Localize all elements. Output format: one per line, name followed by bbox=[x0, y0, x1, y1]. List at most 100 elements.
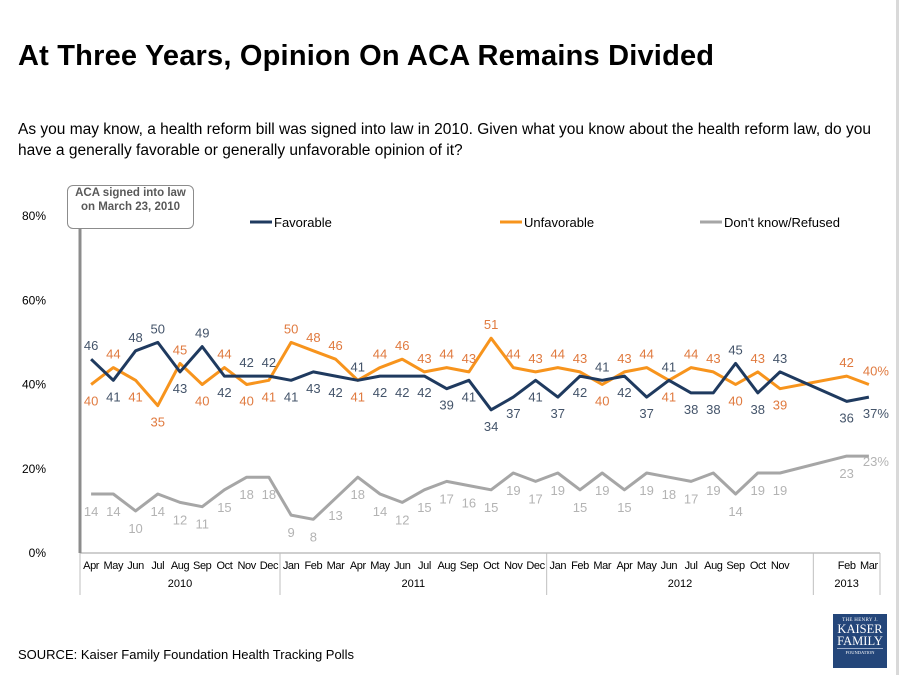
data-label: 23 bbox=[839, 466, 853, 481]
kff-logo: THE HENRY J. KAISER FAMILY FOUNDATION bbox=[833, 614, 887, 668]
data-label: 42 bbox=[373, 385, 387, 400]
data-label: 40 bbox=[728, 394, 742, 409]
data-label: 19 bbox=[551, 483, 565, 498]
data-label: 42 bbox=[239, 355, 253, 370]
data-label: 44 bbox=[551, 347, 565, 362]
data-label: 18 bbox=[351, 487, 365, 502]
x-tick-label: Jan bbox=[283, 560, 300, 572]
data-label: 42 bbox=[262, 355, 276, 370]
year-label: 2010 bbox=[168, 578, 192, 590]
data-label: 44 bbox=[684, 347, 698, 362]
data-label: 17 bbox=[439, 491, 453, 506]
data-label: 45 bbox=[728, 342, 742, 357]
data-label: 10 bbox=[128, 521, 142, 536]
data-label: 40 bbox=[84, 394, 98, 409]
x-tick-label: Aug bbox=[437, 560, 456, 572]
aca-signed-callout: ACA signed into law on March 23, 2010 bbox=[67, 185, 194, 229]
data-label: 43 bbox=[462, 351, 476, 366]
x-tick-label: Sep bbox=[193, 560, 212, 572]
data-label: 37 bbox=[639, 406, 653, 421]
x-tick-label: Feb bbox=[838, 560, 856, 572]
data-label: 14 bbox=[373, 504, 387, 519]
data-label: 37% bbox=[863, 406, 889, 421]
x-tick-label: Sep bbox=[726, 560, 745, 572]
data-label: 8 bbox=[310, 529, 317, 544]
x-tick-label: Sep bbox=[460, 560, 479, 572]
data-label: 40 bbox=[595, 394, 609, 409]
data-label: 19 bbox=[706, 483, 720, 498]
page-title: At Three Years, Opinion On ACA Remains D… bbox=[18, 40, 715, 72]
data-label: 14 bbox=[151, 504, 165, 519]
data-label: 44 bbox=[506, 347, 520, 362]
y-tick-label: 40% bbox=[22, 378, 46, 392]
data-label: 11 bbox=[195, 517, 209, 532]
x-tick-label: Nov bbox=[771, 560, 790, 572]
data-label: 39 bbox=[439, 398, 453, 413]
year-label: 2012 bbox=[668, 578, 692, 590]
data-label: 44 bbox=[373, 347, 387, 362]
x-tick-label: Aug bbox=[704, 560, 723, 572]
data-label: 41 bbox=[462, 389, 476, 404]
series-line-don-t-know-refused bbox=[91, 454, 869, 521]
x-tick-label: Jan bbox=[550, 560, 567, 572]
year-label: 2013 bbox=[834, 578, 858, 590]
x-tick-label: Jun bbox=[394, 560, 411, 572]
x-tick-label: Apr bbox=[616, 560, 633, 572]
data-label: 41 bbox=[128, 389, 142, 404]
data-label: 44 bbox=[106, 347, 120, 362]
data-label: 46 bbox=[328, 338, 342, 353]
y-tick-label: 60% bbox=[22, 293, 46, 307]
legend-label: Favorable bbox=[274, 215, 332, 230]
data-label: 49 bbox=[195, 326, 209, 341]
x-tick-label: Nov bbox=[504, 560, 523, 572]
data-label: 15 bbox=[417, 500, 431, 515]
data-label: 37 bbox=[551, 406, 565, 421]
data-label: 43 bbox=[173, 381, 187, 396]
data-label: 48 bbox=[128, 330, 142, 345]
data-label: 41 bbox=[662, 389, 676, 404]
x-tick-label: Feb bbox=[571, 560, 589, 572]
data-label: 46 bbox=[395, 338, 409, 353]
data-label: 19 bbox=[506, 483, 520, 498]
data-label: 19 bbox=[751, 483, 765, 498]
data-label: 40 bbox=[195, 394, 209, 409]
data-label: 50 bbox=[151, 321, 165, 336]
series-line-unfavorable bbox=[90, 336, 870, 408]
data-label: 41 bbox=[351, 389, 365, 404]
data-label: 41 bbox=[662, 359, 676, 374]
y-tick-label: 80% bbox=[22, 209, 46, 223]
x-tick-label: Apr bbox=[350, 560, 367, 572]
data-label: 41 bbox=[351, 359, 365, 374]
data-label: 14 bbox=[106, 504, 120, 519]
data-label: 41 bbox=[106, 389, 120, 404]
data-label: 42 bbox=[617, 385, 631, 400]
logo-line: FAMILY bbox=[837, 634, 883, 648]
data-label: 50 bbox=[284, 321, 298, 336]
data-label: 15 bbox=[617, 500, 631, 515]
data-label: 15 bbox=[484, 500, 498, 515]
data-label: 41 bbox=[284, 389, 298, 404]
data-label: 45 bbox=[173, 342, 187, 357]
data-label: 43 bbox=[751, 351, 765, 366]
x-tick-label: May bbox=[104, 560, 124, 572]
series-line-favorable bbox=[90, 340, 870, 412]
data-label: 42 bbox=[217, 385, 231, 400]
x-tick-label: Mar bbox=[327, 560, 345, 572]
x-tick-label: Oct bbox=[216, 560, 232, 572]
data-label: 43 bbox=[306, 381, 320, 396]
data-label: 44 bbox=[217, 347, 231, 362]
data-label: 14 bbox=[728, 504, 742, 519]
data-label: 36 bbox=[839, 410, 853, 425]
data-label: 46 bbox=[84, 338, 98, 353]
x-tick-label: May bbox=[370, 560, 390, 572]
data-label: 41 bbox=[528, 389, 542, 404]
data-label: 41 bbox=[595, 359, 609, 374]
x-tick-label: Oct bbox=[750, 560, 766, 572]
data-label: 12 bbox=[395, 512, 409, 527]
data-label: 19 bbox=[773, 483, 787, 498]
data-label: 41 bbox=[262, 389, 276, 404]
survey-question: As you may know, a health reform bill wa… bbox=[18, 121, 871, 159]
data-label: 18 bbox=[262, 487, 276, 502]
data-label: 9 bbox=[287, 525, 294, 540]
